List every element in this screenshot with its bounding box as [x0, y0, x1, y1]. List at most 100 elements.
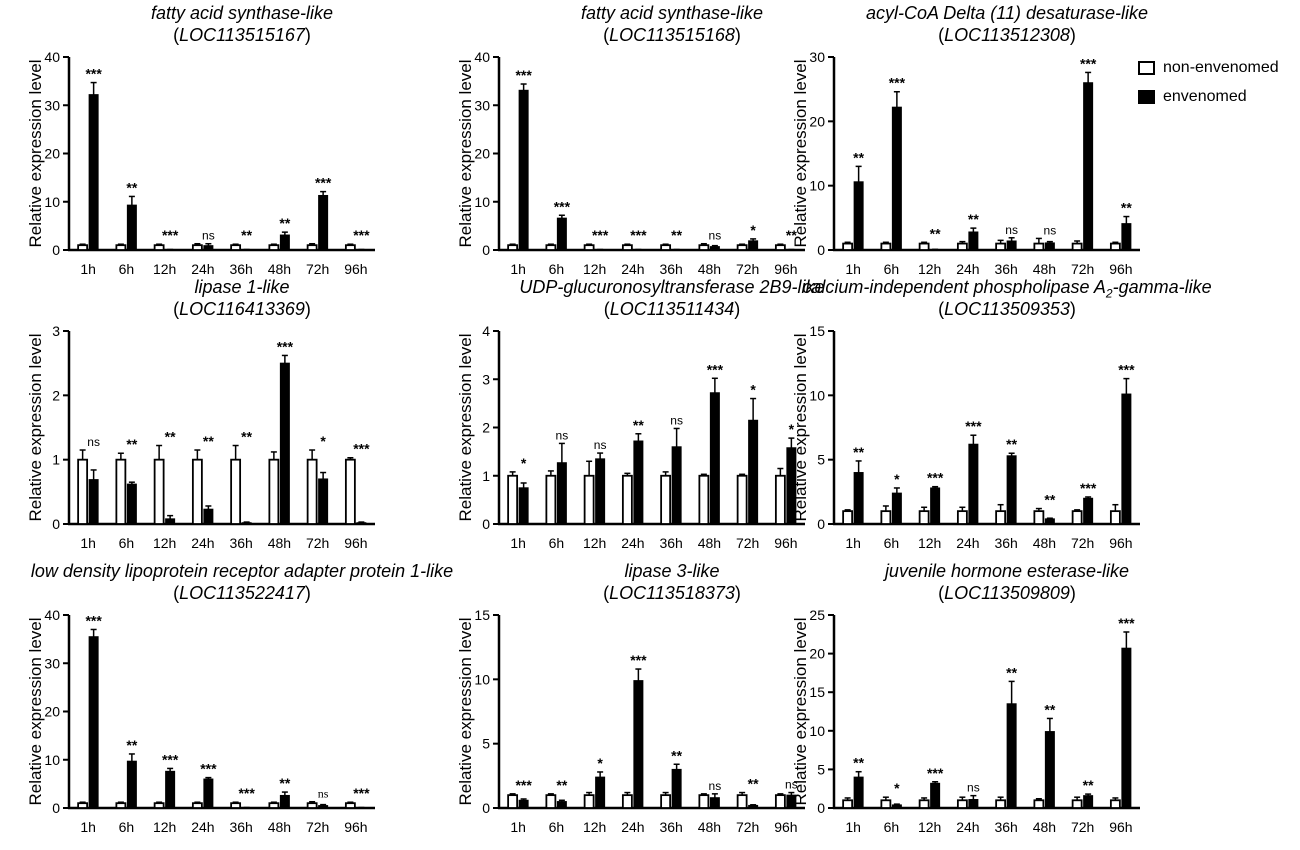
chart-title-text: fatty acid synthase-like: [580, 3, 764, 23]
bar-envenomed: [930, 487, 941, 525]
legend-label-non-envenomed: non-envenomed: [1163, 59, 1279, 76]
bar-envenomed: [748, 804, 759, 809]
x-tick-label: 1h: [80, 819, 96, 835]
x-tick-label: 24h: [191, 819, 214, 835]
significance-label: ***: [1118, 362, 1135, 378]
chart-locus-text: LOC116413369: [179, 299, 305, 319]
bar-non-envenomed: [995, 799, 1007, 809]
bar-envenomed: [633, 680, 644, 809]
legend-swatch-non-envenomed: [1138, 61, 1155, 75]
y-axis-label: Relative expression level: [26, 617, 45, 805]
significance-label: *: [894, 780, 900, 796]
x-tick-label: 6h: [884, 535, 900, 551]
bar-envenomed: [1083, 497, 1094, 525]
x-tick-label: 48h: [268, 535, 291, 551]
chart-title-text: lipase 3-like: [624, 561, 720, 581]
significance-label: *: [320, 433, 326, 449]
chart-title-gene: lipase 3-like: [402, 560, 942, 582]
significance-label: ns: [556, 428, 569, 442]
bar-non-envenomed: [507, 474, 519, 525]
significance-label: **: [853, 444, 864, 460]
y-tick-label: 40: [44, 49, 60, 65]
x-tick-label: 48h: [1033, 819, 1056, 835]
y-tick-label: 2: [52, 387, 60, 403]
y-tick-label: 20: [44, 704, 60, 720]
bar-envenomed: [853, 181, 864, 251]
x-tick-label: 6h: [884, 819, 900, 835]
x-tick-label: 12h: [918, 261, 941, 277]
bar-envenomed: [968, 799, 979, 809]
bar-envenomed: [1006, 703, 1017, 809]
significance-label: **: [1044, 701, 1055, 717]
chart-locus-text: LOC113515168: [609, 25, 735, 45]
bar-non-envenomed: [842, 242, 854, 251]
bar-chart: Relative expression level 0 1 2 3 ns 1h ** 6h ** 1…: [26, 323, 375, 551]
significance-label: **: [203, 433, 214, 449]
significance-label: ***: [85, 66, 102, 82]
bar-non-envenomed: [77, 458, 89, 525]
bar-envenomed: [595, 458, 606, 525]
bar-envenomed: [279, 234, 290, 251]
x-tick-label: 36h: [994, 819, 1017, 835]
significance-label: **: [126, 737, 137, 753]
bar-envenomed: [88, 479, 99, 525]
significance-label: *: [789, 421, 795, 437]
bar-non-envenomed: [268, 802, 280, 809]
y-tick-label: 1: [482, 468, 490, 484]
bar-envenomed: [1121, 647, 1132, 809]
x-tick-label: 96h: [1109, 535, 1132, 551]
bar-non-envenomed: [736, 474, 748, 525]
bar-envenomed: [518, 89, 529, 251]
significance-label: ***: [927, 765, 944, 781]
significance-label: ns: [670, 413, 683, 427]
bar-non-envenomed: [736, 794, 748, 809]
bar-non-envenomed: [153, 802, 165, 809]
significance-label: ***: [162, 227, 179, 243]
bar-envenomed: [126, 760, 137, 809]
x-tick-label: 1h: [845, 819, 861, 835]
bar-non-envenomed: [880, 510, 892, 525]
chart-panel-9: juvenile hormone esterase-like (LOC113509…: [782, 560, 1232, 850]
x-tick-label: 36h: [994, 261, 1017, 277]
bar-envenomed: [1121, 223, 1132, 251]
x-tick-label: 24h: [956, 819, 979, 835]
x-tick-label: 36h: [994, 535, 1017, 551]
x-tick-label: 48h: [268, 261, 291, 277]
y-tick-label: 15: [809, 684, 825, 700]
bar-non-envenomed: [956, 510, 968, 525]
y-tick-label: 10: [44, 752, 60, 768]
bar-envenomed: [279, 362, 290, 525]
significance-label: **: [1044, 492, 1055, 508]
x-tick-label: 6h: [549, 261, 565, 277]
x-tick-label: 6h: [119, 819, 135, 835]
significance-label: ns: [709, 779, 722, 793]
x-tick-label: 36h: [229, 819, 252, 835]
y-tick-label: 20: [809, 646, 825, 662]
significance-label: ns: [1044, 223, 1057, 237]
bar-envenomed: [1044, 518, 1055, 525]
chart-title-gene: low density lipoprotein receptor adapter…: [0, 560, 512, 582]
bar-non-envenomed: [956, 799, 968, 809]
chart-title-locus: (LOC113515168): [603, 25, 741, 45]
significance-label: ***: [592, 227, 609, 243]
y-tick-label: 30: [44, 97, 60, 113]
bar-non-envenomed: [1033, 799, 1045, 809]
x-tick-label: 96h: [774, 819, 797, 835]
y-tick-label: 5: [817, 452, 825, 468]
x-tick-label: 12h: [583, 261, 606, 277]
chart-title-text: fatty acid synthase-like: [150, 3, 334, 23]
bar-envenomed: [518, 487, 529, 525]
chart-title-gene: UDP-glucuronosyltransferase 2B9-like: [402, 276, 942, 298]
legend-swatch-envenomed: [1138, 90, 1155, 104]
significance-label: **: [165, 429, 176, 445]
significance-label: ***: [1080, 480, 1097, 496]
significance-label: **: [930, 225, 941, 241]
y-tick-label: 4: [482, 323, 490, 339]
chart-locus-text: LOC113522417: [179, 583, 305, 603]
bar-envenomed: [748, 240, 759, 251]
bar-non-envenomed: [306, 802, 318, 809]
significance-label: ***: [707, 361, 724, 377]
significance-label: **: [786, 227, 797, 243]
y-tick-label: 10: [474, 194, 490, 210]
x-tick-label: 6h: [119, 535, 135, 551]
